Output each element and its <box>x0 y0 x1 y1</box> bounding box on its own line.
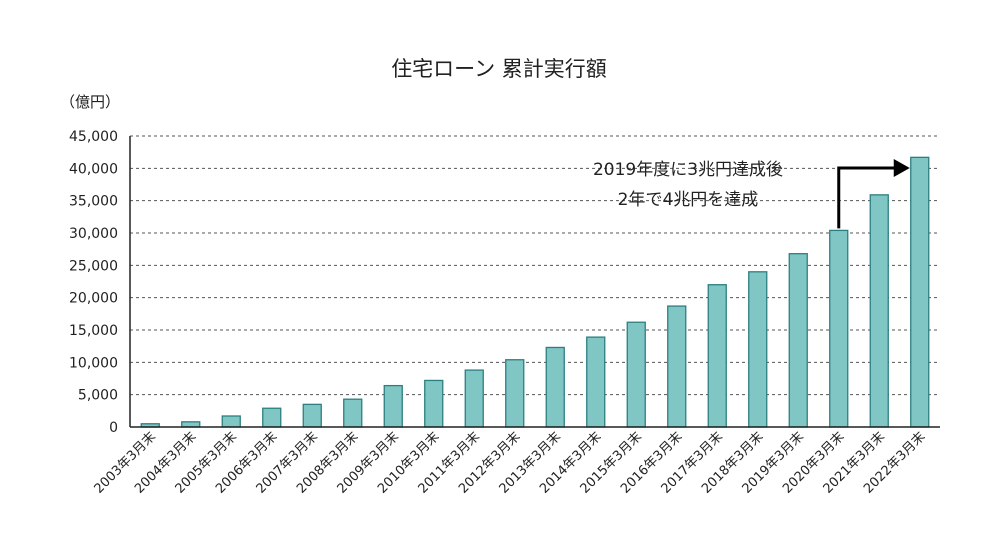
y-tick-label: 20,000 <box>69 291 118 307</box>
y-tick-label: 10,000 <box>69 355 118 371</box>
bar <box>708 285 726 427</box>
bar <box>182 422 200 427</box>
y-tick-label: 25,000 <box>69 258 118 274</box>
bar <box>384 386 402 427</box>
bar <box>506 360 524 427</box>
bar <box>749 272 767 427</box>
bar <box>222 416 240 427</box>
y-tick-label: 0 <box>109 420 118 436</box>
bar <box>627 322 645 427</box>
chart-title: 住宅ローン 累計実行額 <box>391 57 607 81</box>
y-tick-label: 15,000 <box>69 323 118 339</box>
bar <box>911 157 929 427</box>
y-tick-label: 30,000 <box>69 226 118 242</box>
bar <box>263 408 281 427</box>
bar <box>303 404 321 427</box>
y-tick-label: 35,000 <box>69 194 118 210</box>
y-unit-label: （億円） <box>60 93 120 111</box>
bar <box>587 337 605 427</box>
annotation-arrowhead <box>894 159 910 177</box>
bar <box>789 254 807 427</box>
bar <box>668 306 686 427</box>
annotation-line-2: 2年で4兆円を達成 <box>618 190 759 210</box>
bar <box>465 370 483 427</box>
gridlines <box>130 136 940 395</box>
y-tick-label: 40,000 <box>69 161 118 177</box>
y-axis-ticks: 0 5,000 10,000 15,000 20,000 25,000 30,000 35,0… <box>69 129 118 436</box>
bar <box>425 380 443 427</box>
x-axis-ticks: 2003年3月末2004年3月末2005年3月末2006年3月末2007年3月末… <box>92 429 929 496</box>
y-tick-label: 5,000 <box>78 388 118 404</box>
bar <box>344 399 362 427</box>
bar <box>830 230 848 427</box>
annotation-line-1: 2019年度に3兆円達成後 <box>593 160 783 180</box>
bar <box>546 347 564 427</box>
axes <box>130 136 940 427</box>
bars <box>141 157 929 427</box>
y-tick-label: 45,000 <box>69 129 118 145</box>
bar <box>870 195 888 427</box>
annotation: 2019年度に3兆円達成後 2年で4兆円を達成 <box>593 159 910 228</box>
